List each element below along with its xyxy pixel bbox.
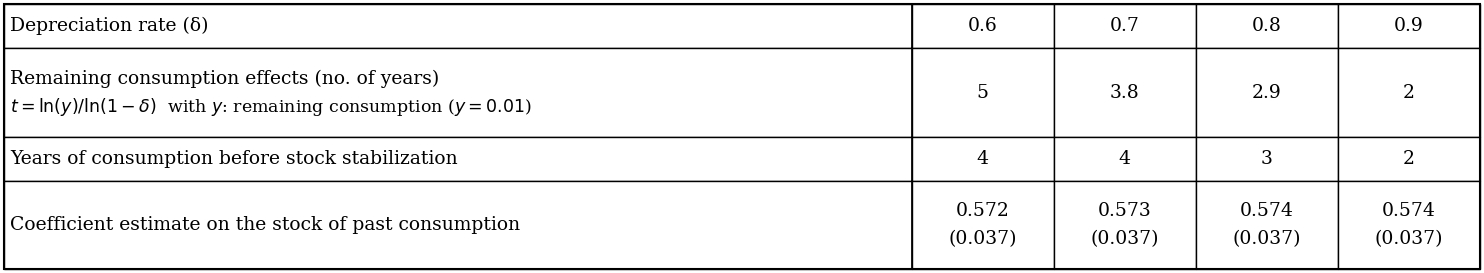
Text: (0.037): (0.037) bbox=[1233, 230, 1301, 248]
Text: 0.574: 0.574 bbox=[1241, 203, 1294, 221]
Text: 0.9: 0.9 bbox=[1393, 17, 1423, 35]
Text: $t = \mathrm{ln}(y) / \mathrm{ln}(1 - \delta)$  with $y$: remaining consumption : $t = \mathrm{ln}(y) / \mathrm{ln}(1 - \d… bbox=[10, 96, 531, 118]
Bar bbox=[4, 4, 911, 48]
Text: Depreciation rate (δ): Depreciation rate (δ) bbox=[10, 17, 208, 35]
Text: 4: 4 bbox=[976, 150, 988, 168]
Text: Years of consumption before stock stabilization: Years of consumption before stock stabil… bbox=[10, 150, 457, 168]
Bar bbox=[1339, 48, 1480, 138]
Bar bbox=[1339, 138, 1480, 181]
Text: (0.037): (0.037) bbox=[1374, 230, 1444, 248]
Bar bbox=[4, 181, 911, 269]
Text: 2: 2 bbox=[1402, 150, 1414, 168]
Text: 5: 5 bbox=[976, 84, 988, 102]
Text: 3.8: 3.8 bbox=[1110, 84, 1140, 102]
Text: (0.037): (0.037) bbox=[948, 230, 1017, 248]
Bar bbox=[911, 181, 1054, 269]
Bar bbox=[1196, 138, 1339, 181]
Text: 2.9: 2.9 bbox=[1252, 84, 1282, 102]
Text: Coefficient estimate on the stock of past consumption: Coefficient estimate on the stock of pas… bbox=[10, 216, 519, 234]
Bar bbox=[4, 48, 911, 138]
Bar bbox=[1054, 138, 1196, 181]
Text: 2: 2 bbox=[1402, 84, 1414, 102]
Bar bbox=[1339, 4, 1480, 48]
Bar bbox=[1054, 48, 1196, 138]
Bar bbox=[1054, 181, 1196, 269]
Bar bbox=[911, 4, 1054, 48]
Bar bbox=[1054, 4, 1196, 48]
Text: 0.7: 0.7 bbox=[1110, 17, 1140, 35]
Bar bbox=[4, 138, 911, 181]
Text: 0.572: 0.572 bbox=[956, 203, 1009, 221]
Text: Remaining consumption effects (no. of years): Remaining consumption effects (no. of ye… bbox=[10, 70, 439, 88]
Bar bbox=[1339, 181, 1480, 269]
Bar bbox=[1196, 48, 1339, 138]
Text: 0.8: 0.8 bbox=[1252, 17, 1282, 35]
Text: 4: 4 bbox=[1119, 150, 1131, 168]
Bar bbox=[911, 48, 1054, 138]
Text: 3: 3 bbox=[1261, 150, 1273, 168]
Text: 0.574: 0.574 bbox=[1382, 203, 1437, 221]
Bar bbox=[1196, 181, 1339, 269]
Bar bbox=[1196, 4, 1339, 48]
Text: 0.6: 0.6 bbox=[968, 17, 997, 35]
Text: 0.573: 0.573 bbox=[1098, 203, 1152, 221]
Text: (0.037): (0.037) bbox=[1091, 230, 1159, 248]
Bar bbox=[911, 138, 1054, 181]
